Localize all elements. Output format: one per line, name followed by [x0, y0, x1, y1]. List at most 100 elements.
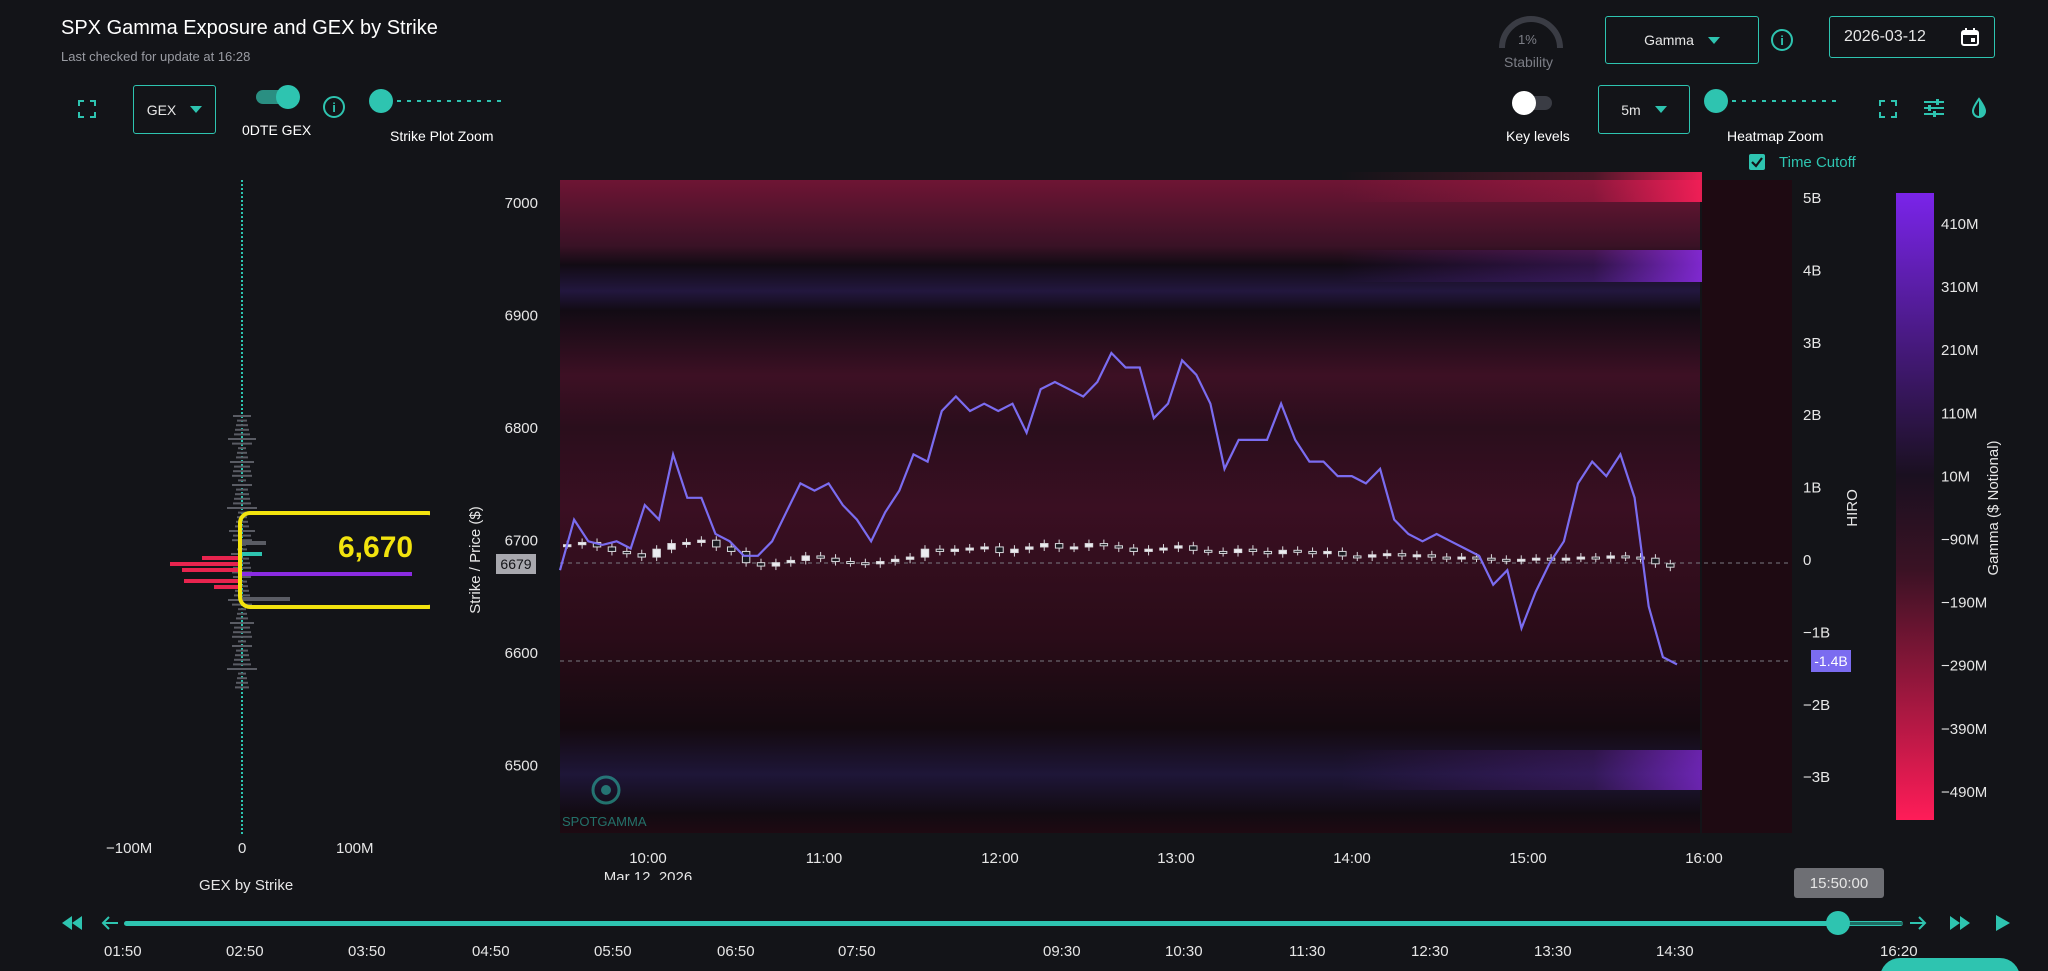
skip-back-icon[interactable] — [61, 915, 83, 931]
time-cursor-tooltip: 15:50:00 — [1794, 868, 1884, 898]
gex-bar — [234, 465, 250, 468]
candle-body — [637, 553, 646, 558]
date-field[interactable]: 2026-03-12 — [1829, 16, 1995, 58]
contrast-icon[interactable] — [1968, 97, 1990, 119]
timeline-slider[interactable] — [124, 911, 1903, 935]
candle-body — [667, 543, 676, 550]
gex-bar — [236, 617, 248, 620]
chevron-down-icon — [190, 106, 203, 113]
gex-select-value: GEX — [146, 101, 177, 118]
checkbox-checked-icon[interactable] — [1749, 154, 1765, 170]
gex-bar — [235, 654, 249, 657]
colorbar-tick-label: 410M — [1941, 216, 1979, 233]
skip-forward-icon[interactable] — [1949, 915, 1971, 931]
key-levels-toggle[interactable] — [1512, 90, 1556, 116]
candle-body — [1129, 547, 1138, 552]
interval-select[interactable]: 5m — [1598, 85, 1690, 134]
fullscreen-icon[interactable] — [78, 100, 96, 118]
colorbar-tick-label: −390M — [1941, 721, 1987, 738]
candle-body — [980, 546, 989, 550]
candle-body — [786, 559, 796, 564]
candle-body — [1323, 550, 1332, 555]
timeline-remaining — [1839, 922, 1903, 925]
tune-icon[interactable] — [1923, 97, 1945, 119]
heatmap-hot-band — [1340, 172, 1702, 202]
candle-body — [1353, 555, 1362, 559]
gauge-arc-icon — [1499, 16, 1563, 49]
gex-tick-100m: 100M — [336, 840, 374, 857]
candle-body — [1233, 548, 1243, 554]
corner-fab[interactable] — [1880, 958, 2020, 971]
hiro-tick-label: 3B — [1803, 335, 1821, 352]
strike-plot-zoom-slider[interactable] — [369, 89, 507, 113]
slider-track — [1716, 100, 1842, 102]
gex-bar — [236, 681, 248, 684]
play-icon[interactable] — [1995, 914, 2011, 932]
odte-gex-toggle[interactable] — [254, 84, 304, 110]
candle-body — [876, 561, 885, 565]
candle-body — [682, 541, 691, 545]
mode-select[interactable]: Gamma — [1605, 16, 1759, 64]
candle-body — [1621, 555, 1630, 559]
slider-knob[interactable] — [369, 89, 393, 113]
timeline-tick-label: 07:50 — [838, 943, 876, 960]
gex-by-strike-chart — [170, 180, 430, 835]
date-value: 2026-03-12 — [1844, 28, 1926, 45]
timeline-tick-label: 06:50 — [717, 943, 755, 960]
candle-body — [905, 556, 915, 560]
gex-bar — [238, 511, 246, 514]
timeline-tick-label: 04:50 — [472, 943, 510, 960]
y-tick-label: 6500 — [505, 758, 538, 775]
gex-bar — [237, 612, 247, 615]
candle-body — [1040, 543, 1049, 548]
step-back-icon[interactable] — [101, 915, 119, 931]
candle-body — [1457, 556, 1466, 560]
chevron-down-icon — [1707, 36, 1720, 44]
heatmap-zoom-slider[interactable] — [1704, 89, 1842, 113]
candle-body — [890, 558, 900, 563]
candle-body — [1069, 546, 1079, 550]
gex-bar — [238, 479, 246, 482]
heatmap-chart: SPOTGAMMA 7000 6900 6800 6700 6600 6500 Strik… — [467, 172, 2002, 880]
info-icon[interactable]: i — [323, 96, 345, 118]
gex-select[interactable]: GEX — [133, 85, 216, 134]
hiro-marker: -1.4B — [1811, 650, 1851, 672]
candle-body — [1427, 554, 1437, 558]
fullscreen-icon[interactable] — [1879, 100, 1897, 118]
chevron-down-icon — [1654, 106, 1667, 113]
info-icon[interactable]: i — [1771, 29, 1793, 51]
colorbar-title: Gamma ($ Notional) — [1985, 440, 2002, 575]
candle-body — [1382, 553, 1392, 557]
candle-body — [846, 561, 855, 565]
candle-body — [1338, 550, 1347, 557]
x-tick-label: 10:00 — [629, 850, 667, 867]
gex-bar — [228, 438, 256, 440]
hiro-tick-label: −1B — [1803, 624, 1830, 641]
candle-body — [1025, 546, 1034, 550]
y-tick-label: 6700 — [505, 533, 538, 550]
gex-bar — [235, 686, 249, 689]
slider-knob[interactable] — [1704, 89, 1728, 113]
odte-gex-label: 0DTE GEX — [242, 122, 312, 138]
gex-bar — [232, 635, 252, 638]
timeline-knob[interactable] — [1826, 911, 1850, 935]
candle-body — [607, 546, 617, 552]
watermark-text: SPOTGAMMA — [562, 814, 647, 829]
key-levels-label: Key levels — [1506, 128, 1570, 144]
gex-bar — [237, 677, 247, 680]
candle-body — [1293, 549, 1302, 553]
time-cutoff-checkbox[interactable]: Time Cutoff — [1749, 153, 1869, 173]
heatmap-purple-band — [1340, 250, 1702, 282]
calendar-icon[interactable] — [1960, 27, 1980, 47]
toggle-knob — [1512, 91, 1536, 115]
colorbar-tick-label: −90M — [1941, 532, 1979, 549]
timeline-tick-label: 03:50 — [348, 943, 386, 960]
candle-body — [1084, 543, 1094, 548]
gex-bar — [232, 474, 252, 477]
gex-callout-box — [238, 511, 430, 609]
step-forward-icon[interactable] — [1909, 915, 1927, 931]
gex-bar — [233, 663, 251, 666]
gex-bar — [170, 562, 242, 566]
x-tick-label: 16:00 — [1685, 850, 1723, 867]
timeline-track — [124, 921, 1903, 926]
